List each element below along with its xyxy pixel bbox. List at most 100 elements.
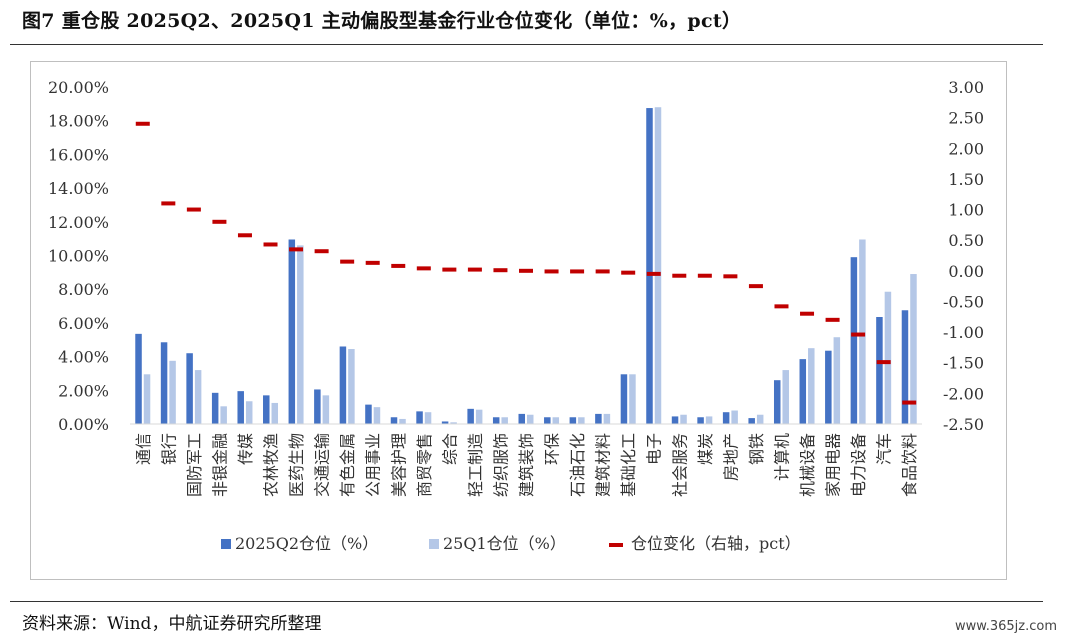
bar-2025q2 [365, 404, 372, 424]
x-tick-label: 公用事业 [364, 433, 383, 497]
change-marker [263, 242, 278, 247]
y-tick-label-left: 12.00% [48, 213, 109, 232]
bar-2025q2 [492, 417, 500, 424]
y-tick-label-right: 2.00 [948, 139, 984, 158]
bar-2025q2 [901, 310, 909, 424]
y-tick-label-right: -2.00 [943, 384, 984, 403]
x-tick-label: 钢铁 [747, 433, 766, 465]
y-tick-label-right: 3.00 [948, 78, 984, 97]
bar-2025q2 [748, 418, 755, 424]
x-tick-label: 美容护理 [389, 433, 408, 497]
change-marker [825, 317, 840, 322]
bar-2025q2 [288, 239, 296, 424]
x-tick-label: 纺织服饰 [491, 433, 510, 497]
x-tick-label: 传媒 [236, 433, 255, 465]
bar-2025q2 [186, 353, 193, 424]
change-marker [902, 400, 917, 405]
x-tick-label: 国防军工 [185, 433, 204, 497]
x-tick-label: 交通运输 [313, 433, 332, 497]
x-tick-label: 非银金融 [210, 433, 229, 497]
x-tick-label: 汽车 [875, 433, 894, 465]
y-tick-label-left: 4.00% [58, 348, 109, 367]
bar-2025q1 [501, 417, 508, 424]
change-marker [519, 268, 533, 273]
legend-item-2025q1-swatch [429, 539, 439, 549]
bar-2025q1 [322, 395, 330, 424]
x-tick-label: 电力设备 [849, 433, 868, 497]
change-marker [876, 360, 891, 365]
bar-2025q1 [756, 414, 764, 424]
change-marker [697, 273, 712, 278]
y-tick-label-right: 0.00 [948, 262, 984, 281]
change-marker [493, 268, 508, 273]
x-tick-label: 计算机 [772, 433, 791, 481]
change-marker [748, 284, 763, 289]
change-marker [646, 271, 661, 276]
x-tick-label: 农林牧渔 [262, 433, 281, 497]
bar-2025q1 [629, 374, 636, 424]
change-marker [365, 260, 380, 265]
y-tick-label-right: -1.00 [943, 323, 984, 342]
legend-item-2025q2-swatch [221, 539, 231, 549]
y-tick-label-left: 8.00% [58, 280, 109, 299]
y-tick-label-right: -1.50 [943, 354, 984, 373]
bar-2025q1 [245, 401, 253, 424]
x-tick-label: 商贸零售 [415, 433, 434, 497]
legend: 2025Q2仓位（%） 25Q1仓位（%） 仓位变化（右轴，pct） [221, 534, 801, 553]
x-tick-label: 石油石化 [568, 433, 587, 497]
x-tick-label: 煤炭 [696, 433, 715, 465]
figure-title: 图7 重仓股 2025Q2、2025Q1 主动偏股型基金行业仓位变化（单位：%，… [22, 10, 742, 32]
bar-2025q1 [450, 422, 457, 424]
bar-2025q2 [646, 108, 653, 424]
x-tick-label: 银行 [159, 433, 178, 465]
bar-2025q2 [518, 413, 525, 424]
x-tick-label: 基础化工 [619, 433, 638, 497]
change-marker [621, 270, 636, 275]
x-tick-label: 电子 [645, 433, 664, 465]
bar-2025q1 [399, 418, 406, 424]
y-tick-label-left: 6.00% [58, 314, 109, 333]
bar-2025q1 [348, 349, 355, 424]
legend-item-change-swatch [609, 543, 623, 547]
bar-2025q1 [731, 410, 738, 424]
change-marker [442, 267, 457, 272]
change-marker [391, 263, 406, 268]
y-tick-label-left: 0.00% [58, 415, 109, 434]
bar-2025q1 [169, 360, 176, 424]
x-tick-label: 建筑材料 [594, 433, 613, 497]
x-tick-label: 有色金属 [338, 433, 357, 497]
bar-2025q1 [884, 291, 892, 424]
change-marker [135, 121, 150, 126]
bar-2025q1 [654, 107, 662, 424]
change-marker [314, 249, 329, 254]
bar-2025q2 [620, 374, 628, 424]
bar-2025q1 [297, 245, 304, 424]
bar-2025q1 [910, 274, 917, 424]
y-tick-label-left: 20.00% [48, 78, 109, 97]
x-tick-label: 通信 [134, 433, 153, 465]
bar-2025q2 [697, 417, 704, 424]
change-marker [570, 269, 585, 274]
y-axis-right: -2.50 -2.00 -1.50 -1.00 -0.50 0.00 0.50 1.00 1.5… [943, 78, 984, 434]
top-rule [10, 44, 1043, 45]
y-tick-label-right: -0.50 [943, 292, 984, 311]
x-tick-label: 房地产 [721, 433, 740, 481]
bar-2025q2 [339, 346, 347, 424]
bar-2025q2 [825, 350, 832, 424]
change-marker [289, 247, 304, 252]
bar-2025q1 [552, 417, 560, 424]
change-marker [595, 269, 610, 274]
bar-2025q2 [160, 342, 168, 424]
x-tick-label: 建筑装饰 [517, 433, 536, 497]
bar-2025q1 [220, 406, 227, 424]
bar-2025q2 [595, 413, 602, 424]
bar-2025q2 [135, 333, 142, 424]
bar-2025q1 [143, 374, 151, 424]
bar-2025q2 [441, 421, 449, 424]
x-tick-label: 食品饮料 [900, 433, 919, 497]
legend-item-change-label: 仓位变化（右轴，pct） [631, 534, 801, 553]
change-marker [212, 219, 227, 224]
change-marker [544, 269, 559, 274]
bar-2025q2 [211, 392, 219, 424]
change-marker [237, 233, 252, 238]
